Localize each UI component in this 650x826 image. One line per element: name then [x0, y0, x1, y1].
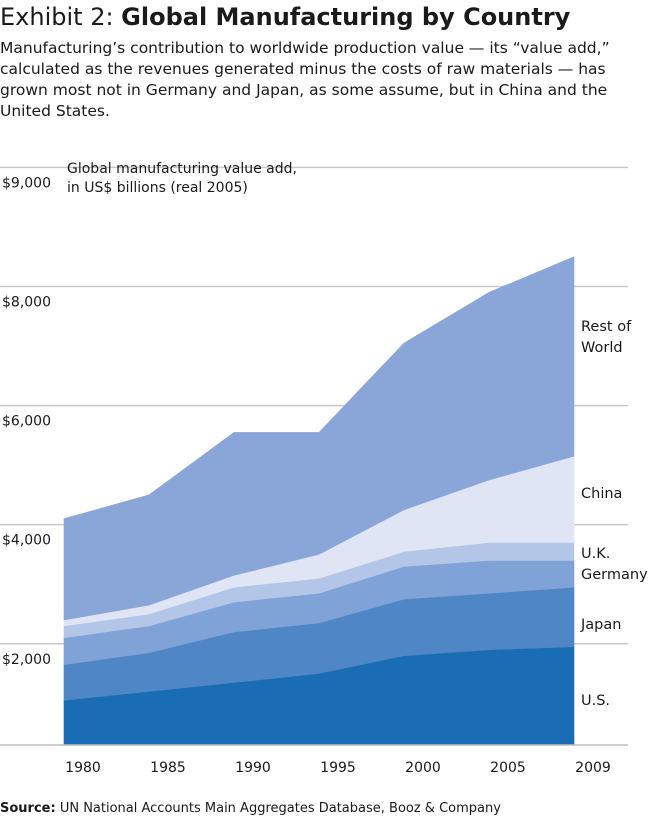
series-label-rest-of-world-line-1: Rest of — [581, 319, 632, 335]
chart-note-line-2: in US$ billions (real 2005) — [67, 180, 248, 196]
source-text: UN National Accounts Main Aggregates Dat… — [55, 801, 501, 816]
x-tick-label-2009: 2009 — [575, 760, 611, 776]
title-prefix: Exhibit 2: — [0, 3, 122, 31]
x-tick-label-2005: 2005 — [490, 760, 526, 776]
series-label-rest-of-world-line-2: World — [581, 340, 623, 356]
x-tick-label-1995: 1995 — [320, 760, 356, 776]
y-tick-label-6-000: $6,000 — [2, 414, 51, 430]
stacked-area-chart: $2,000$4,000$6,000$8,000$9,000 1980 1985 1… — [0, 161, 648, 776]
y-tick-label-8-000: $8,000 — [2, 294, 51, 310]
x-tick-label-1990: 1990 — [235, 760, 271, 776]
title-main: Global Manufacturing by Country — [121, 3, 571, 31]
series-label-us: U.S. — [581, 693, 610, 709]
x-tick-label-2000: 2000 — [405, 760, 441, 776]
x-tick-label-1980: 1980 — [65, 760, 101, 776]
chart-title: Exhibit 2: Global Manufacturing by Count… — [0, 0, 650, 34]
area-layers — [63, 256, 575, 746]
series-label-uk: U.K. — [581, 546, 610, 562]
y-tick-labels: $2,000 $4,000 $6,000 $8,000 $9,000 — [2, 175, 51, 667]
series-label-japan: Japan — [580, 617, 621, 633]
series-label-germany: Germany — [581, 567, 648, 583]
x-tick-label-1985: 1985 — [150, 760, 186, 776]
chart-subtitle: Manufacturing’s contribution to worldwid… — [0, 39, 610, 120]
y-tick-label-4-000: $4,000 — [2, 533, 51, 549]
source-label: Source: — [0, 801, 56, 816]
area-rest-of-world — [63, 256, 575, 621]
x-tick-labels: 1980 1985 1990 1995 2000 2005 2009 — [65, 760, 611, 776]
chart-note-line-1: Global manufacturing value add, — [67, 161, 297, 177]
series-label-china: China — [581, 486, 622, 502]
y-tick-label-2-000: $2,000 — [2, 652, 51, 668]
y-tick-label-9-000: $9,000 — [2, 175, 51, 191]
source-note: Source: UN National Accounts Main Aggreg… — [0, 800, 650, 818]
